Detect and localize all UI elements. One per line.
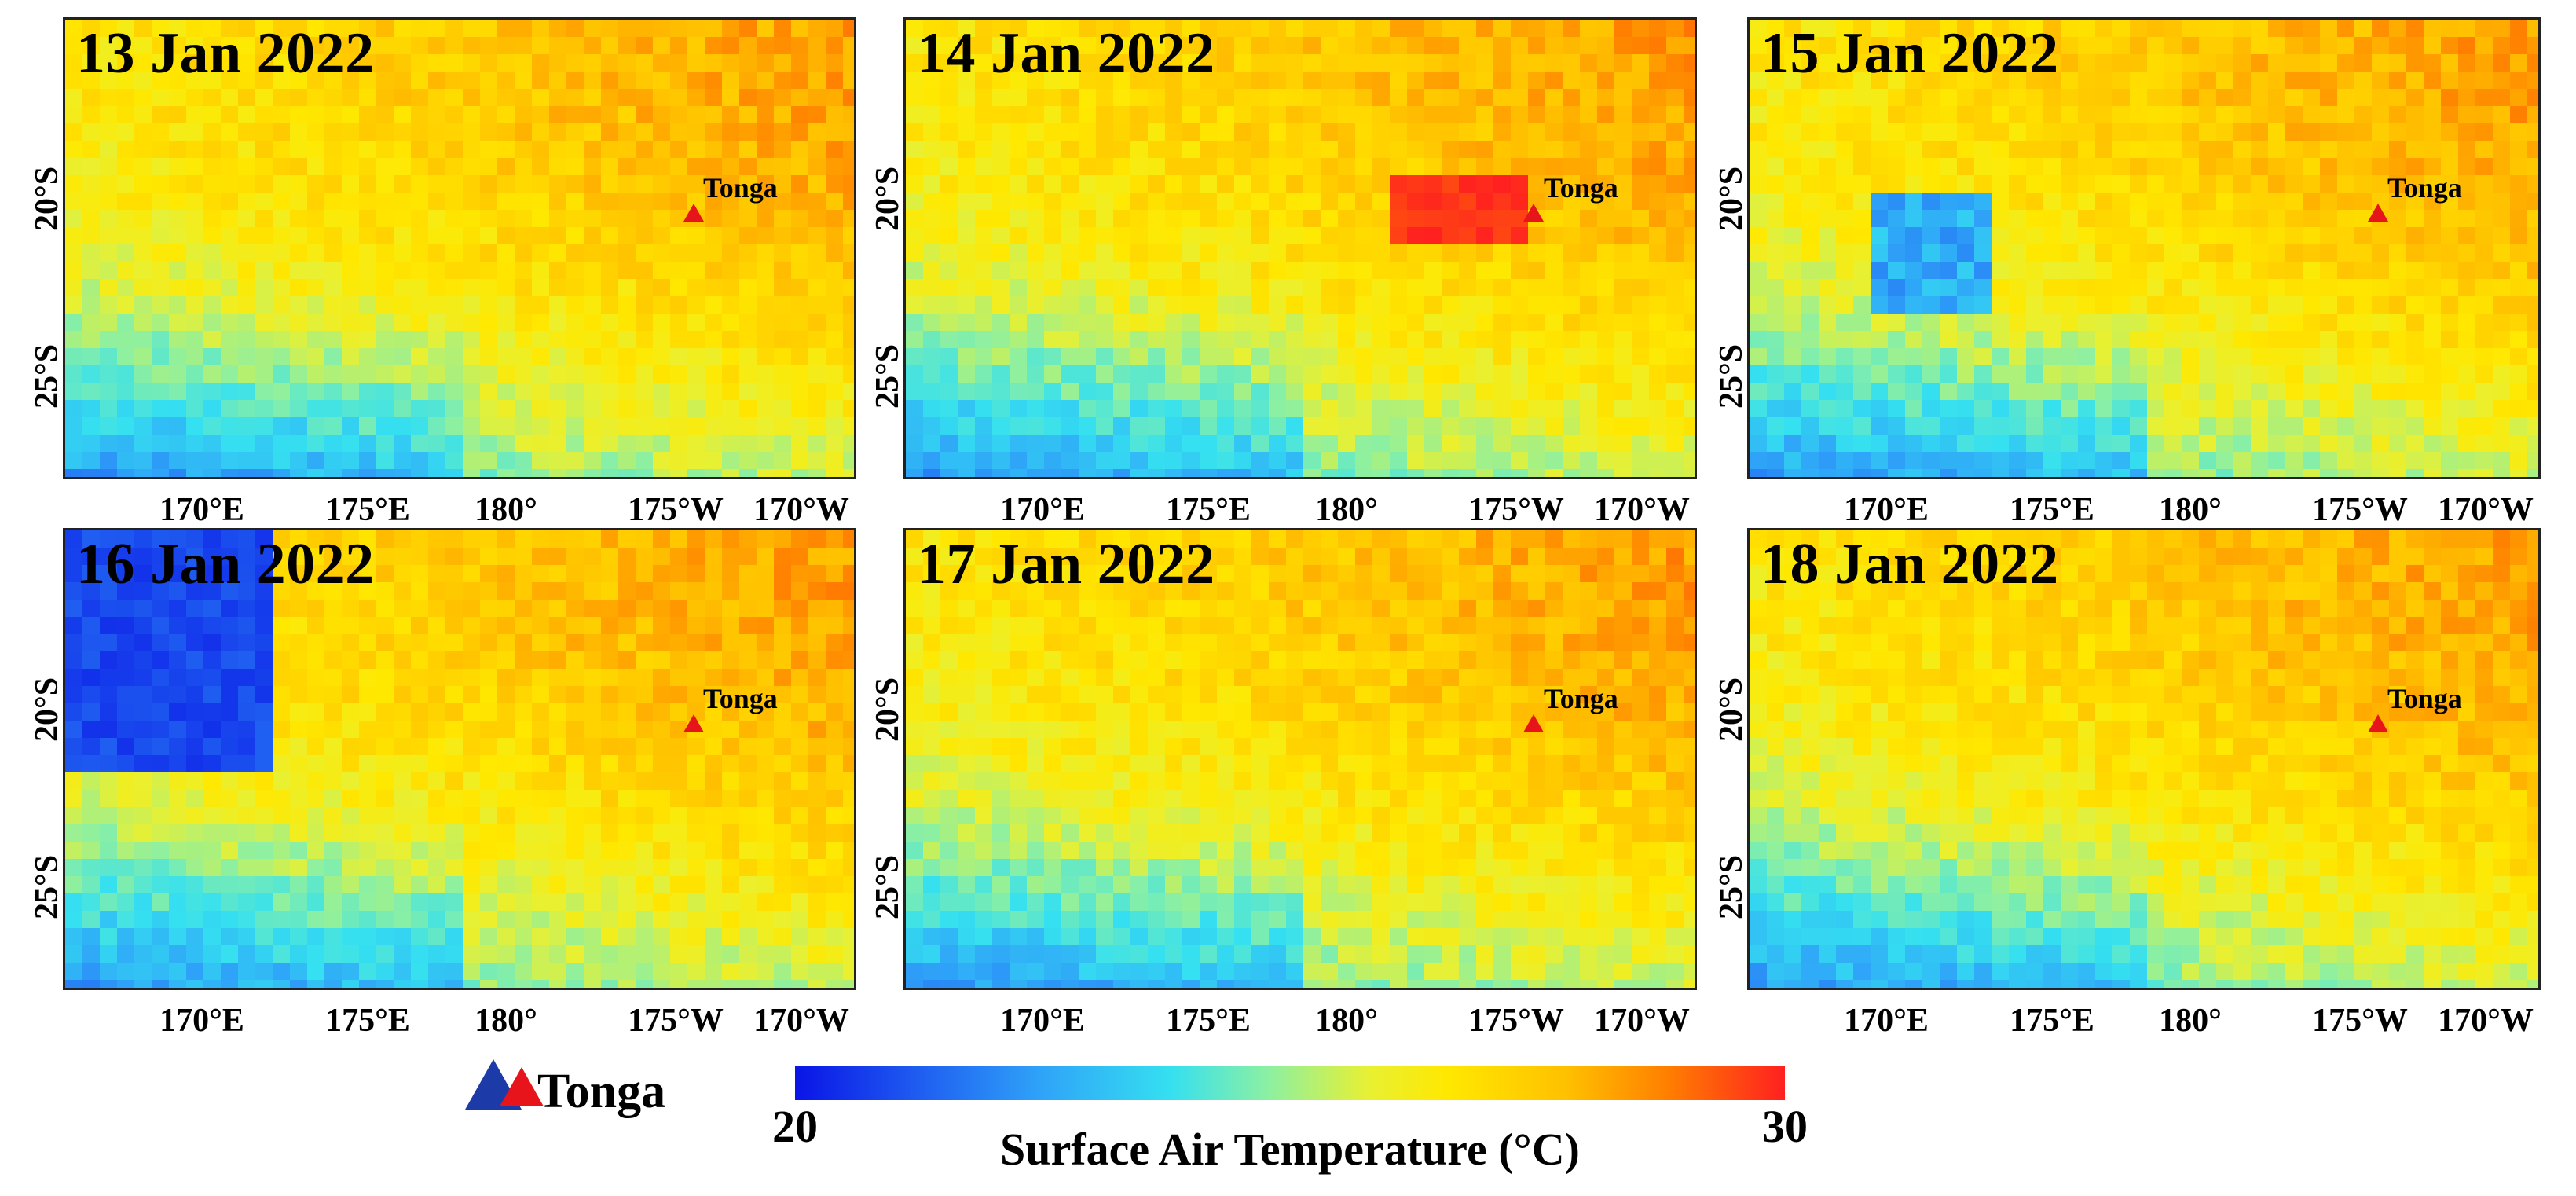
temperature-grid	[1750, 20, 2538, 477]
tonga-label: Tonga	[1544, 172, 1618, 204]
x-tick-170e: 170°E	[1844, 492, 1929, 528]
panel-date-label: 16 Jan 2022	[76, 532, 375, 596]
x-tick-175w: 175°W	[628, 1003, 724, 1039]
tonga-label: Tonga	[703, 683, 778, 714]
temperature-grid	[906, 20, 1695, 477]
x-tick-170w: 170°W	[753, 1003, 849, 1039]
temperature-grid	[65, 530, 854, 988]
map-panel-15-jan: 15 Jan 2022 Tonga 20°S 25°S 170°E 175°E …	[1713, 17, 2541, 526]
temperature-grid	[1750, 530, 2538, 988]
map-area: 16 Jan 2022 Tonga	[63, 528, 856, 990]
x-tick-175e: 175°E	[325, 1003, 410, 1039]
y-tick-25s: 25°S	[870, 854, 906, 919]
x-tick-175w: 175°W	[1468, 1003, 1564, 1039]
map-area: 17 Jan 2022 Tonga	[903, 528, 1697, 990]
x-tick-175e: 175°E	[325, 492, 410, 528]
y-tick-25s: 25°S	[29, 854, 65, 919]
map-panel-18-jan: 18 Jan 2022 Tonga 20°S 25°S 170°E 175°E …	[1713, 528, 2541, 1037]
x-tick-180: 180°	[475, 492, 537, 528]
x-tick-170e: 170°E	[1000, 1003, 1085, 1039]
panel-date-label: 17 Jan 2022	[917, 532, 1215, 596]
x-tick-180: 180°	[475, 1003, 537, 1039]
y-tick-25s: 25°S	[29, 343, 65, 409]
temperature-grid	[65, 20, 854, 477]
y-tick-20s: 20°S	[870, 677, 906, 742]
y-tick-25s: 25°S	[1713, 854, 1750, 919]
x-tick-175w: 175°W	[628, 492, 724, 528]
x-tick-175e: 175°E	[2010, 492, 2094, 528]
x-tick-170e: 170°E	[159, 1003, 244, 1039]
map-panel-16-jan: 16 Jan 2022 Tonga 20°S 25°S 170°E 175°E …	[29, 528, 856, 1037]
triangle-marker-icon	[465, 1059, 544, 1110]
x-tick-175e: 175°E	[1166, 1003, 1251, 1039]
colorbar	[795, 1066, 1785, 1100]
tonga-label: Tonga	[703, 172, 778, 204]
colorbar-title: Surface Air Temperature (°C)	[1000, 1124, 1580, 1175]
x-tick-180: 180°	[2159, 1003, 2222, 1039]
y-tick-20s: 20°S	[29, 166, 65, 231]
x-tick-180: 180°	[2159, 492, 2222, 528]
colorbar-max-label: 30	[1762, 1101, 1808, 1152]
x-tick-175e: 175°E	[1166, 492, 1251, 528]
panel-date-label: 15 Jan 2022	[1761, 21, 2059, 86]
x-tick-170e: 170°E	[1844, 1003, 1929, 1039]
map-area: 15 Jan 2022 Tonga	[1747, 17, 2541, 479]
legend-tonga-label: Tonga	[537, 1065, 666, 1118]
tonga-marker-icon	[1523, 714, 1544, 732]
colorbar-min-label: 20	[772, 1101, 818, 1152]
x-tick-175e: 175°E	[2010, 1003, 2094, 1039]
tonga-marker-icon	[1523, 204, 1544, 222]
y-tick-20s: 20°S	[1713, 677, 1750, 742]
x-tick-175w: 175°W	[2312, 492, 2408, 528]
x-tick-180: 180°	[1315, 1003, 1378, 1039]
y-tick-20s: 20°S	[29, 677, 65, 742]
map-panel-14-jan: 14 Jan 2022 Tonga 20°S 25°S 170°E 175°E …	[870, 17, 1697, 526]
x-tick-170w: 170°W	[753, 492, 849, 528]
panel-date-label: 14 Jan 2022	[917, 21, 1215, 86]
map-area: 14 Jan 2022 Tonga	[903, 17, 1697, 479]
x-tick-170e: 170°E	[1000, 492, 1085, 528]
tonga-marker-icon	[683, 204, 704, 222]
tonga-label: Tonga	[2387, 172, 2462, 204]
panel-date-label: 18 Jan 2022	[1761, 532, 2059, 596]
temperature-grid	[906, 530, 1695, 988]
y-tick-20s: 20°S	[1713, 166, 1750, 231]
x-tick-170w: 170°W	[1594, 1003, 1690, 1039]
x-tick-175w: 175°W	[2312, 1003, 2408, 1039]
x-tick-170e: 170°E	[159, 492, 244, 528]
map-panel-17-jan: 17 Jan 2022 Tonga 20°S 25°S 170°E 175°E …	[870, 528, 1697, 1037]
tonga-label: Tonga	[1544, 683, 1618, 714]
x-tick-170w: 170°W	[1594, 492, 1690, 528]
x-tick-180: 180°	[1315, 492, 1378, 528]
y-tick-20s: 20°S	[870, 166, 906, 231]
tonga-marker-icon	[2368, 714, 2388, 732]
tonga-marker-icon	[683, 714, 704, 732]
y-tick-25s: 25°S	[1713, 343, 1750, 409]
map-area: 13 Jan 2022 Tonga	[63, 17, 856, 479]
panel-date-label: 13 Jan 2022	[76, 21, 375, 86]
tonga-marker-icon	[2368, 204, 2388, 222]
map-area: 18 Jan 2022 Tonga	[1747, 528, 2541, 990]
x-tick-170w: 170°W	[2438, 1003, 2534, 1039]
tonga-label: Tonga	[2387, 683, 2462, 714]
y-tick-25s: 25°S	[870, 343, 906, 409]
x-tick-170w: 170°W	[2438, 492, 2534, 528]
map-panel-13-jan: 13 Jan 2022 Tonga 20°S 25°S 170°E 175°E …	[29, 17, 856, 526]
x-tick-175w: 175°W	[1468, 492, 1564, 528]
